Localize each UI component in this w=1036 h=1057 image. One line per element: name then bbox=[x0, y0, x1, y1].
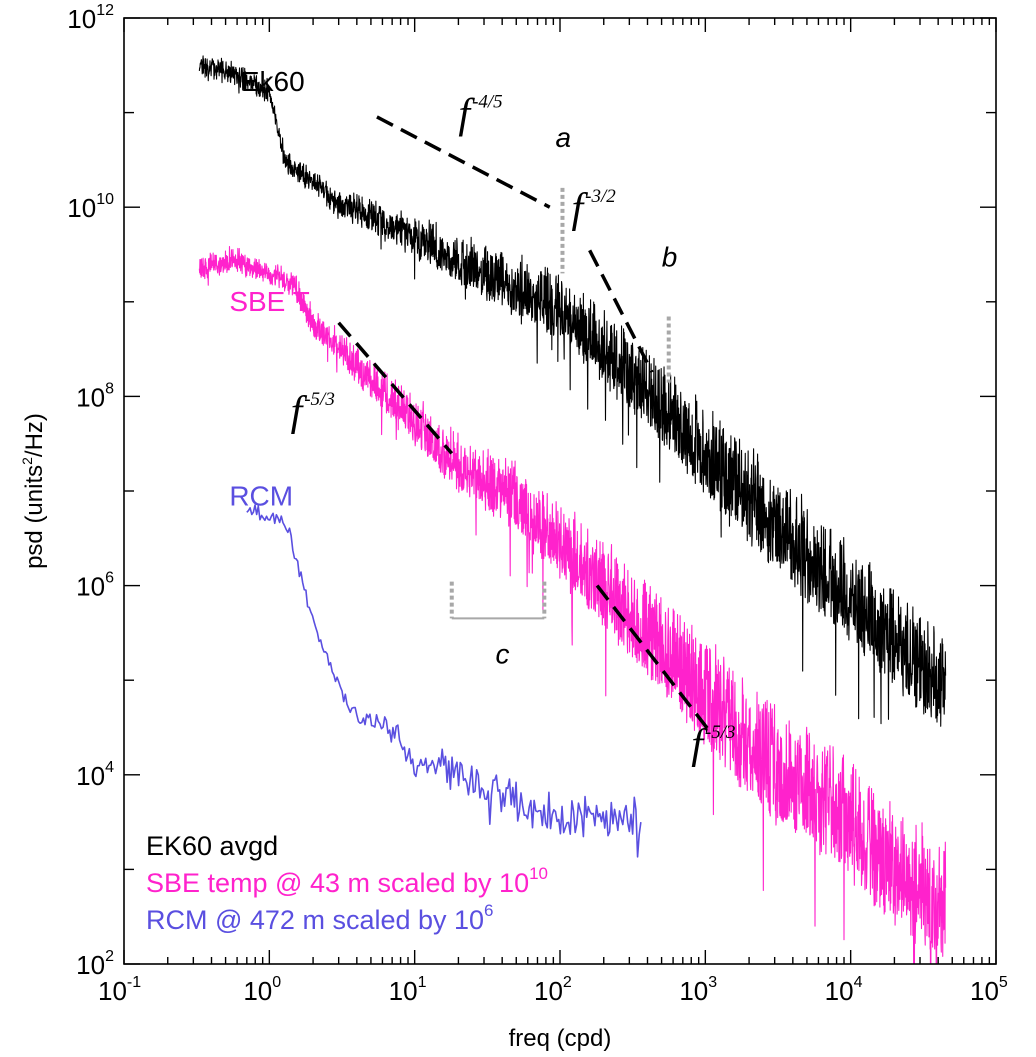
x-tick-label: 102 bbox=[534, 974, 572, 1006]
legend-entry-2: SBE temp @ 43 m scaled by 1010 bbox=[146, 864, 548, 898]
x-tick-label: 103 bbox=[679, 974, 717, 1006]
marker-label-a: a bbox=[555, 122, 571, 153]
series-label-sbe-t: SBE T bbox=[229, 286, 309, 317]
legend-entry-1: EK60 avgd bbox=[146, 831, 278, 861]
y-tick-label: 102 bbox=[76, 948, 114, 980]
slope-line-4 bbox=[595, 584, 710, 731]
x-tick-label: 10-1 bbox=[98, 974, 141, 1006]
slope-line-3 bbox=[337, 321, 454, 455]
x-tick-label: 101 bbox=[389, 974, 427, 1006]
y-tick-label: 1012 bbox=[67, 2, 114, 34]
legend-entry-3: RCM @ 472 m scaled by 106 bbox=[146, 901, 494, 935]
x-tick-label: 100 bbox=[243, 974, 281, 1006]
slope-label-3: f -5/3 bbox=[291, 389, 335, 435]
slope-label-1: f -4/5 bbox=[458, 91, 502, 137]
y-tick-label: 104 bbox=[76, 759, 114, 791]
slope-label-2: f -3/2 bbox=[572, 186, 617, 232]
y-axis-label: psd (units2/Hz) bbox=[19, 413, 48, 569]
y-tick-label: 108 bbox=[76, 380, 114, 412]
y-tick-label: 1010 bbox=[67, 191, 114, 223]
series-label-ek60: Ek60 bbox=[241, 66, 305, 97]
x-tick-label: 105 bbox=[970, 974, 1008, 1006]
slope-line-1 bbox=[376, 115, 551, 209]
x-tick-label: 104 bbox=[825, 974, 863, 1006]
axes-layer: 10-1 100 101 102 103 104 105 102 104 106 108 1010 10… bbox=[19, 2, 1008, 1052]
marker-label-c: c bbox=[496, 639, 510, 670]
x-axis-label: freq (cpd) bbox=[509, 1025, 612, 1052]
series-line-rcm bbox=[246, 504, 642, 858]
series-line-sbe-t bbox=[198, 246, 947, 964]
data-series-layer bbox=[198, 55, 947, 964]
slope-line-2 bbox=[588, 249, 654, 374]
y-tick-label: 106 bbox=[76, 570, 114, 602]
series-label-rcm: RCM bbox=[229, 481, 293, 512]
marker-label-b: b bbox=[662, 242, 678, 273]
series-line-ek60 bbox=[198, 55, 947, 727]
